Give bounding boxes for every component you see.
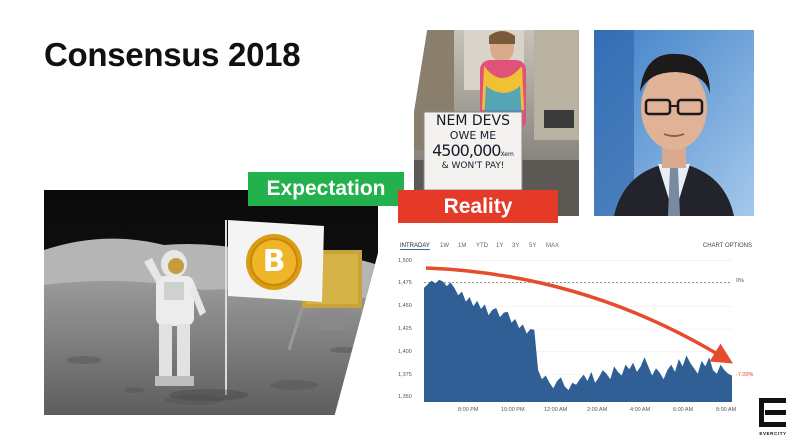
sign-line: OWE ME bbox=[449, 129, 497, 142]
chart-plot bbox=[424, 260, 733, 402]
chart-tab-max[interactable]: MAX bbox=[546, 243, 560, 249]
end-label: -7.00% bbox=[736, 371, 754, 378]
sign-text: NEM DEVS OWE ME 4500,000Xem & WON'T PAY! bbox=[426, 114, 520, 171]
logo-text: EVERCITY bbox=[759, 431, 787, 436]
y-tick-label: 1,350 bbox=[398, 394, 412, 401]
price-area bbox=[424, 279, 732, 402]
chart-tab-ytd[interactable]: YTD bbox=[476, 243, 488, 249]
protest-photo: NEM DEVS OWE ME 4500,000Xem & WON'T PAY! bbox=[414, 30, 579, 216]
chart-tab-1w[interactable]: 1W bbox=[440, 243, 449, 249]
x-tick-label: 2:00 AM bbox=[587, 407, 608, 413]
stock-chart: INTRADAY 1W 1M YTD 1Y 3Y 5Y MAX CHART OPTIONS 1… bbox=[396, 238, 756, 416]
x-tick-label: 6:00 AM bbox=[673, 407, 694, 413]
sign-line: 4500,000 bbox=[432, 141, 501, 160]
y-tick-label: 1,450 bbox=[398, 303, 412, 310]
y-tick-label: 1,475 bbox=[398, 280, 412, 287]
y-tick-label: 1,375 bbox=[398, 371, 412, 378]
y-tick-label: 1,400 bbox=[398, 348, 412, 355]
slide-title: Consensus 2018 bbox=[44, 36, 301, 73]
trend-arrow bbox=[425, 266, 733, 364]
sign-line: & WON'T PAY! bbox=[441, 161, 505, 171]
chart-tab-3y[interactable]: 3Y bbox=[512, 243, 520, 249]
expectation-banner: Expectation bbox=[248, 172, 404, 206]
y-tick-label: 1,500 bbox=[398, 257, 412, 264]
reality-banner: Reality bbox=[398, 190, 558, 223]
chart-tab-1y[interactable]: 1Y bbox=[496, 243, 504, 249]
x-tick-label: 12:00 AM bbox=[544, 407, 568, 413]
chart-tab-1m[interactable]: 1M bbox=[458, 243, 467, 249]
evercity-logo-icon bbox=[759, 398, 786, 427]
baseline-label: 0% bbox=[736, 278, 744, 285]
evercity-logo: EVERCITY bbox=[757, 395, 789, 445]
x-tick-label: 8:00 AM bbox=[716, 407, 737, 413]
x-tick-label: 4:00 AM bbox=[630, 407, 651, 413]
portrait-photo bbox=[594, 30, 754, 216]
y-tick-label: 1,425 bbox=[398, 326, 412, 332]
x-tick-label: 8:00 PM bbox=[458, 407, 479, 413]
chart-tab-intraday[interactable]: INTRADAY bbox=[400, 243, 430, 250]
chart-tab-5y[interactable]: 5Y bbox=[529, 243, 537, 249]
moon-landing-photo: B bbox=[44, 190, 378, 415]
bitcoin-icon: B bbox=[262, 244, 286, 279]
sign-suffix: Xem bbox=[500, 151, 514, 158]
sign-line: NEM DEVS bbox=[436, 113, 510, 129]
x-tick-label: 10:00 PM bbox=[501, 407, 525, 413]
chart-options-button[interactable]: CHART OPTIONS bbox=[702, 243, 752, 249]
